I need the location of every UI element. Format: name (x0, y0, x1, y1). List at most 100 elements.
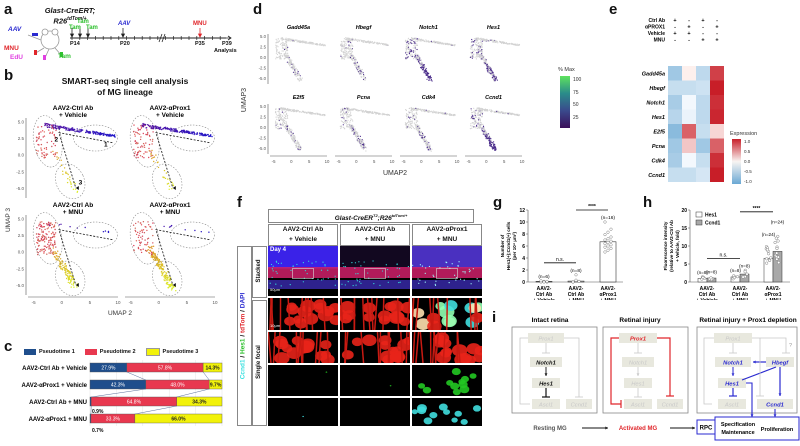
umap-point (49, 131, 51, 134)
umap-point (51, 223, 53, 226)
data-label: 9.7% (210, 383, 222, 389)
umap-point (358, 67, 360, 69)
umap-point (50, 242, 52, 244)
umap-point (349, 116, 351, 118)
umap-point (484, 134, 486, 137)
data-point (603, 233, 607, 237)
data-point (609, 239, 613, 243)
umap-point (355, 131, 357, 133)
cell-dot (280, 285, 282, 287)
category-label: AAV2-Ctrl Ab + Vehicle (22, 366, 88, 372)
umap-point (405, 115, 407, 117)
cell-dot (470, 283, 472, 285)
gene-umap-pcna: Pcna-5 0 5 10 (335, 95, 395, 164)
umap-point (134, 152, 136, 155)
umap-point (55, 152, 57, 154)
umap-point (95, 131, 98, 133)
umap-point (343, 127, 345, 129)
cell-process (272, 332, 276, 363)
umap-point (181, 132, 184, 134)
aav-syringe-icon (32, 33, 38, 36)
umap-point (409, 54, 411, 56)
umap-point (161, 273, 164, 275)
umap-point (347, 37, 349, 39)
row-group-single-focal-label: Single focal (256, 345, 262, 379)
umap-point (299, 74, 301, 76)
umap-point (299, 40, 301, 42)
data-point (743, 270, 747, 274)
umap-point (295, 39, 297, 41)
umap-point (425, 73, 427, 75)
umap-point (206, 134, 208, 136)
umap-point (289, 133, 291, 135)
umap-point (345, 52, 347, 54)
umap-point (71, 283, 73, 285)
cell-dot (432, 274, 434, 276)
umap-point (40, 237, 43, 240)
umap-point (494, 79, 496, 81)
umap-point (355, 66, 357, 68)
umap-point (495, 149, 497, 151)
umap-point (480, 107, 482, 109)
diagram-prox1-depletion: Retinal injury + Prox1 depletionProx1Not… (696, 317, 798, 414)
umap-point (344, 107, 346, 109)
umap-point (482, 58, 484, 60)
umap-point (295, 72, 297, 74)
umap-point (478, 118, 480, 120)
umap-point (172, 130, 174, 132)
umap-point (346, 121, 349, 123)
umap-point (416, 57, 418, 59)
box-title: Retinal injury + Prox1 depletion (699, 317, 796, 324)
umap-point (47, 224, 50, 226)
umap-point (344, 113, 346, 115)
cell-process (362, 298, 365, 330)
umap-point (59, 263, 62, 266)
umap-point (72, 284, 75, 286)
umap-point (285, 37, 287, 39)
umap-point (286, 56, 288, 58)
umap-point (42, 239, 44, 242)
umap-point (294, 69, 296, 71)
umap-point (282, 118, 284, 120)
umap-point (41, 235, 43, 238)
x-tick-label: 0 (60, 300, 63, 305)
umap-point (428, 110, 430, 112)
umap-point (350, 42, 352, 44)
umap-point (491, 73, 493, 75)
umap-point (413, 40, 415, 43)
umap-point (155, 154, 157, 156)
umap-point (278, 128, 280, 130)
umap-point (291, 59, 293, 61)
umap-point (473, 119, 475, 121)
umap-point (284, 109, 286, 111)
umap-point (415, 39, 417, 41)
umap-point (424, 135, 426, 138)
umap-point (486, 64, 488, 66)
umap-point (453, 45, 456, 47)
zoom-region-box (436, 268, 458, 279)
umap-point (477, 56, 480, 58)
umap-point (43, 131, 45, 133)
umap-point (277, 126, 279, 128)
umap-point (158, 258, 161, 261)
umap-point (425, 39, 427, 41)
umap-point (496, 110, 498, 112)
inhibition-line (519, 337, 530, 405)
subplot-title-line1: AAV2-Ctrl Ab (53, 202, 93, 209)
cell-dot (327, 269, 329, 271)
umap-point (283, 126, 285, 128)
umap-point (485, 39, 487, 41)
mouse-strain-sup: tdTom/+ (67, 16, 87, 22)
umap-point (348, 126, 350, 128)
umap-point (293, 70, 296, 72)
umap-point (168, 276, 170, 278)
umap-point (492, 39, 494, 41)
cell-dot (306, 273, 308, 275)
umap-point (410, 125, 413, 127)
umap-point (424, 110, 426, 112)
umap-point (53, 224, 56, 226)
umap-point (342, 126, 344, 128)
umap-point (405, 47, 407, 49)
umap-point (481, 48, 483, 51)
